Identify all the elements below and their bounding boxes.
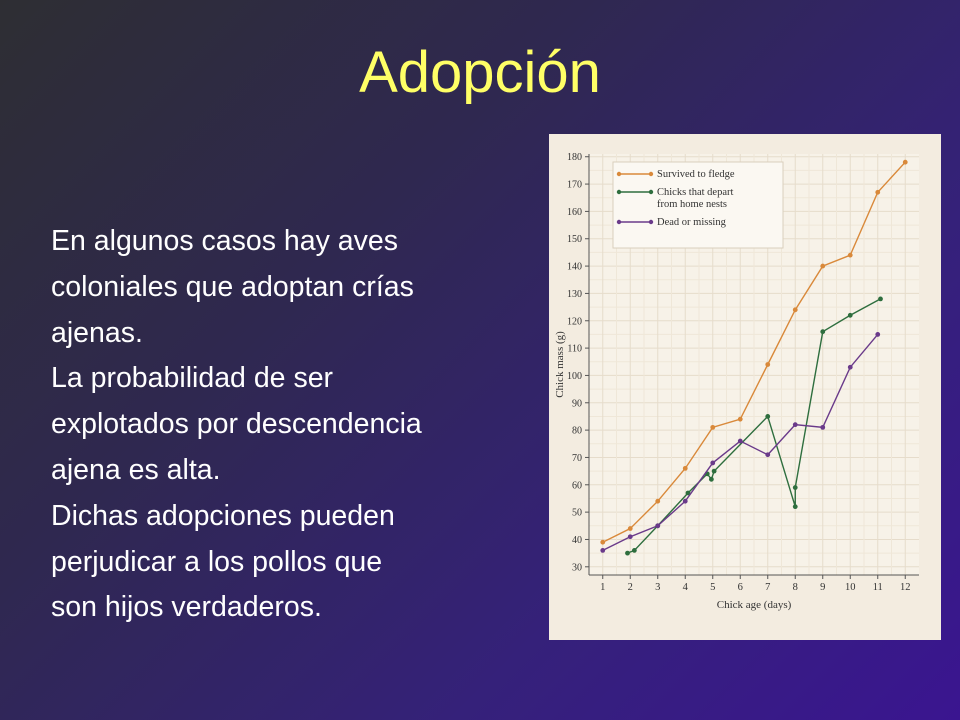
- legend: Survived to fledge Chicks that departfrom…: [612, 161, 784, 249]
- data-point: [878, 296, 883, 302]
- body-line: son hijos verdaderos.: [51, 591, 322, 624]
- x-tick-label: 4: [683, 582, 689, 593]
- body-text: En algunos casos hay aves coloniales que…: [51, 219, 541, 631]
- y-tick-label: 40: [572, 535, 582, 546]
- y-tick-label: 160: [567, 207, 582, 218]
- chart-panel: 30 40 50 60 70 80 90 100 110 120 130 140 150 160 170 18…: [549, 134, 941, 640]
- data-point: [682, 465, 688, 471]
- y-axis-label: Chick mass (g): [554, 331, 566, 398]
- body-line: explotados por descendencia: [51, 408, 422, 441]
- legend-swatch-dot: [648, 189, 654, 195]
- data-point: [685, 490, 691, 496]
- legend-swatch-dot: [616, 219, 622, 225]
- data-point: [765, 452, 771, 458]
- legend-swatch-dot: [616, 171, 622, 177]
- x-tick-label: 5: [710, 582, 715, 593]
- x-tick-label: 8: [793, 582, 798, 593]
- data-point: [710, 424, 716, 430]
- legend-label: from home nests: [657, 199, 727, 210]
- data-point: [820, 263, 826, 269]
- body-line: coloniales que adoptan crías: [51, 270, 414, 303]
- body-line: En algunos casos hay aves: [51, 225, 398, 257]
- body-line: perjudicar a los pollos que: [51, 545, 383, 578]
- x-tick-label: 11: [873, 582, 883, 593]
- data-point: [902, 159, 908, 165]
- y-tick-label: 30: [572, 562, 582, 573]
- x-tick-label: 1: [600, 582, 605, 593]
- x-tick-label: 2: [628, 582, 633, 593]
- data-point: [627, 526, 633, 531]
- series-line: [602, 161, 906, 543]
- chick-mass-chart: 3040506070809010011012013014015016017018…: [554, 152, 919, 611]
- y-tick-label: 130: [567, 289, 582, 300]
- data-point: [875, 332, 881, 337]
- data-point: [600, 539, 606, 545]
- data-point: [847, 312, 853, 318]
- y-tick-label: 170: [567, 180, 582, 191]
- legend-label: Dead or missing: [657, 217, 727, 228]
- body-line: ajenas.: [51, 316, 143, 349]
- y-tick-label: 50: [572, 508, 582, 519]
- x-axis-label: Chick age (days): [717, 599, 792, 611]
- legend-label: Survived to fledge: [657, 169, 735, 180]
- y-tick-label: 180: [567, 152, 582, 163]
- data-point: [711, 468, 717, 474]
- body-line: La probabilidad de ser: [51, 362, 334, 395]
- data-point: [792, 504, 798, 510]
- y-tick-label: 100: [567, 371, 582, 382]
- y-tick-label: 60: [572, 480, 582, 491]
- data-point: [792, 422, 798, 428]
- y-tick-label: 90: [572, 398, 582, 409]
- data-point: [765, 414, 771, 419]
- data-point: [708, 476, 714, 482]
- legend-swatch-dot: [648, 171, 654, 177]
- data-point: [847, 252, 853, 258]
- data-point: [682, 498, 688, 504]
- data-point: [655, 498, 661, 504]
- y-tick-label: 110: [567, 344, 582, 355]
- data-point: [627, 534, 633, 540]
- legend-box: [612, 161, 784, 249]
- data-point: [765, 362, 771, 367]
- data-point: [737, 416, 743, 422]
- legend-swatch-dot: [616, 189, 622, 195]
- x-tick-label: 7: [765, 582, 770, 593]
- x-tick-label: 12: [900, 582, 911, 593]
- data-point: [631, 547, 637, 553]
- data-point: [737, 438, 743, 444]
- data-point: [625, 550, 630, 556]
- body-line: Dichas adopciones pueden: [51, 499, 395, 532]
- legend-swatch-dot: [648, 219, 654, 225]
- y-tick-label: 120: [567, 316, 582, 327]
- legend-label: Chicks that depart: [657, 187, 733, 198]
- data-point: [792, 307, 798, 313]
- data-point: [655, 523, 661, 529]
- data-point: [792, 485, 798, 490]
- x-tick-label: 10: [845, 582, 856, 593]
- x-tick-label: 3: [655, 582, 660, 593]
- data-point: [875, 189, 881, 195]
- body-line: ajena es alta.: [51, 453, 221, 486]
- y-tick-label: 150: [567, 234, 582, 245]
- data-point: [710, 460, 716, 466]
- y-tick-label: 70: [572, 453, 582, 464]
- x-tick-label: 6: [738, 582, 743, 593]
- y-tick-label: 80: [572, 426, 582, 437]
- slide-title: Adopción: [359, 40, 601, 105]
- data-point: [600, 547, 606, 553]
- x-tick-label: 9: [820, 582, 825, 593]
- data-point: [820, 329, 826, 335]
- y-tick-label: 140: [567, 262, 582, 273]
- data-point: [820, 424, 826, 430]
- data-point: [847, 364, 853, 370]
